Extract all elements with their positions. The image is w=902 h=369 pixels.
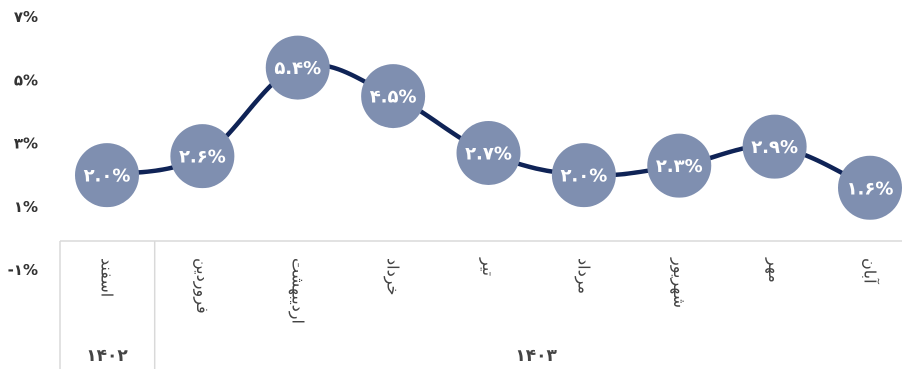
category-label: اردیبهشت	[287, 258, 307, 324]
year-group-labels: ۱۴۰۲ ۱۴۰۳	[86, 346, 557, 366]
data-point	[742, 114, 807, 179]
year-group-label: ۱۴۰۳	[515, 346, 557, 366]
y-tick-label: -۱%	[8, 261, 38, 279]
series-markers: ۲.۰% ۲.۶% ۵.۴% ۴.۵% ۲.۷% ۲.۰% ۲.۳% ۲.۹% ۱.۶%	[75, 35, 902, 220]
category-axis	[59, 240, 902, 369]
category-label: اسفند	[98, 258, 117, 297]
category-label: فروردین	[192, 258, 212, 314]
category-labels: اسفند فروردین اردیبهشت خرداد تیر مرداد شهریور م…	[98, 257, 880, 324]
data-point	[361, 64, 426, 129]
data-label: ۵.۴%	[274, 58, 321, 79]
category-label: شهریور	[669, 257, 689, 308]
data-point	[170, 124, 235, 189]
y-tick-label: ۱%	[14, 198, 38, 216]
data-label: ۲.۳%	[656, 156, 703, 177]
data-label: ۲.۹%	[751, 137, 798, 158]
category-label: آبان	[861, 258, 880, 285]
y-tick-label: ۵%	[14, 71, 38, 89]
data-point	[265, 35, 330, 100]
data-point	[838, 155, 902, 220]
data-point	[647, 133, 712, 198]
y-tick-label: ۷%	[14, 8, 38, 26]
data-label: ۲.۰%	[560, 166, 607, 187]
data-label: ۲.۷%	[465, 143, 512, 164]
data-label: ۲.۰%	[84, 166, 131, 187]
data-label: ۱.۶%	[847, 178, 894, 199]
category-label: تیر	[478, 257, 498, 276]
data-label: ۲.۶%	[179, 147, 226, 168]
y-axis-ticks: -۱% ۱% ۳% ۵% ۷%	[8, 8, 38, 279]
category-label: خرداد	[383, 258, 403, 295]
y-tick-label: ۳%	[14, 135, 38, 153]
data-label: ۴.۵%	[370, 87, 417, 108]
data-point	[75, 143, 139, 208]
category-label: مرداد	[573, 258, 593, 294]
year-group-label: ۱۴۰۲	[86, 346, 128, 366]
data-point	[456, 120, 521, 185]
category-label: مهر	[764, 257, 784, 283]
data-point	[551, 143, 616, 208]
